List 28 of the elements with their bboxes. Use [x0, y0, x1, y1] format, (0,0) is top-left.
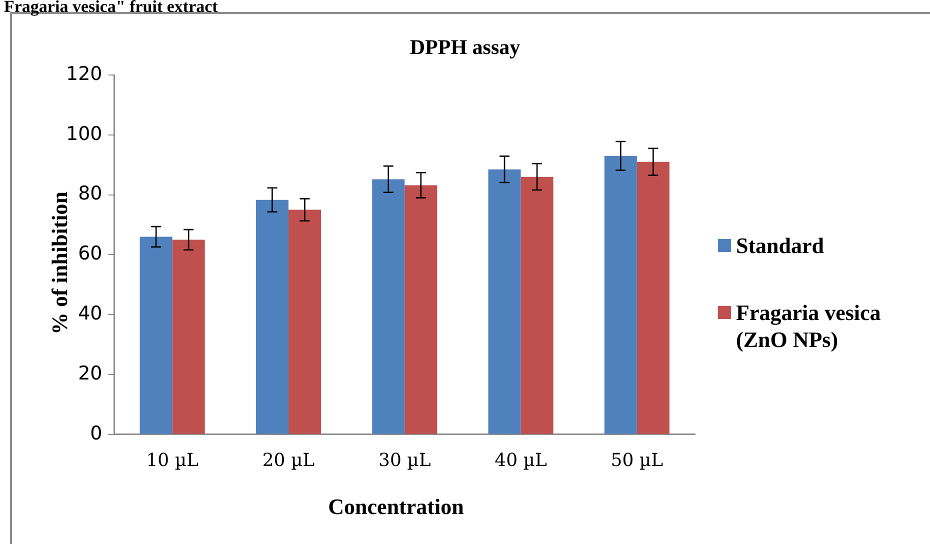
x-tick-label: 20 µL — [262, 450, 315, 471]
y-tick-label: 0 — [90, 422, 102, 444]
bar — [372, 179, 405, 434]
bar — [636, 162, 670, 434]
y-tick-label: 20 — [78, 362, 102, 384]
x-tick-label: 40 µL — [494, 450, 547, 471]
legend-label: Standard — [736, 232, 824, 259]
bar — [256, 200, 288, 434]
bar — [172, 240, 205, 434]
y-tick-label: 60 — [78, 242, 102, 265]
bar — [288, 210, 322, 434]
bar — [488, 169, 521, 434]
chart-title: DPPH assay — [408, 35, 522, 60]
x-axis-title: Concentration — [327, 494, 465, 520]
legend-label: Fragaria vesica (ZnO NPs) — [736, 299, 882, 353]
text: Fragaria vesica" fruit extract — [4, 0, 218, 16]
y-tick-label: 40 — [78, 302, 102, 325]
x-tick-label: 30 µL — [378, 450, 431, 471]
x-tick-label: 50 µL — [610, 450, 664, 471]
x-tick-label: 10 µL — [146, 450, 199, 471]
bar — [604, 156, 637, 434]
y-tick-label: 80 — [78, 182, 102, 205]
bar — [404, 185, 438, 434]
bar — [520, 176, 554, 434]
y-tick-label: 100 — [66, 122, 102, 145]
y-tick-label: 120 — [66, 62, 102, 85]
y-axis-title: % of inhibition — [47, 190, 73, 337]
bar — [140, 236, 172, 434]
